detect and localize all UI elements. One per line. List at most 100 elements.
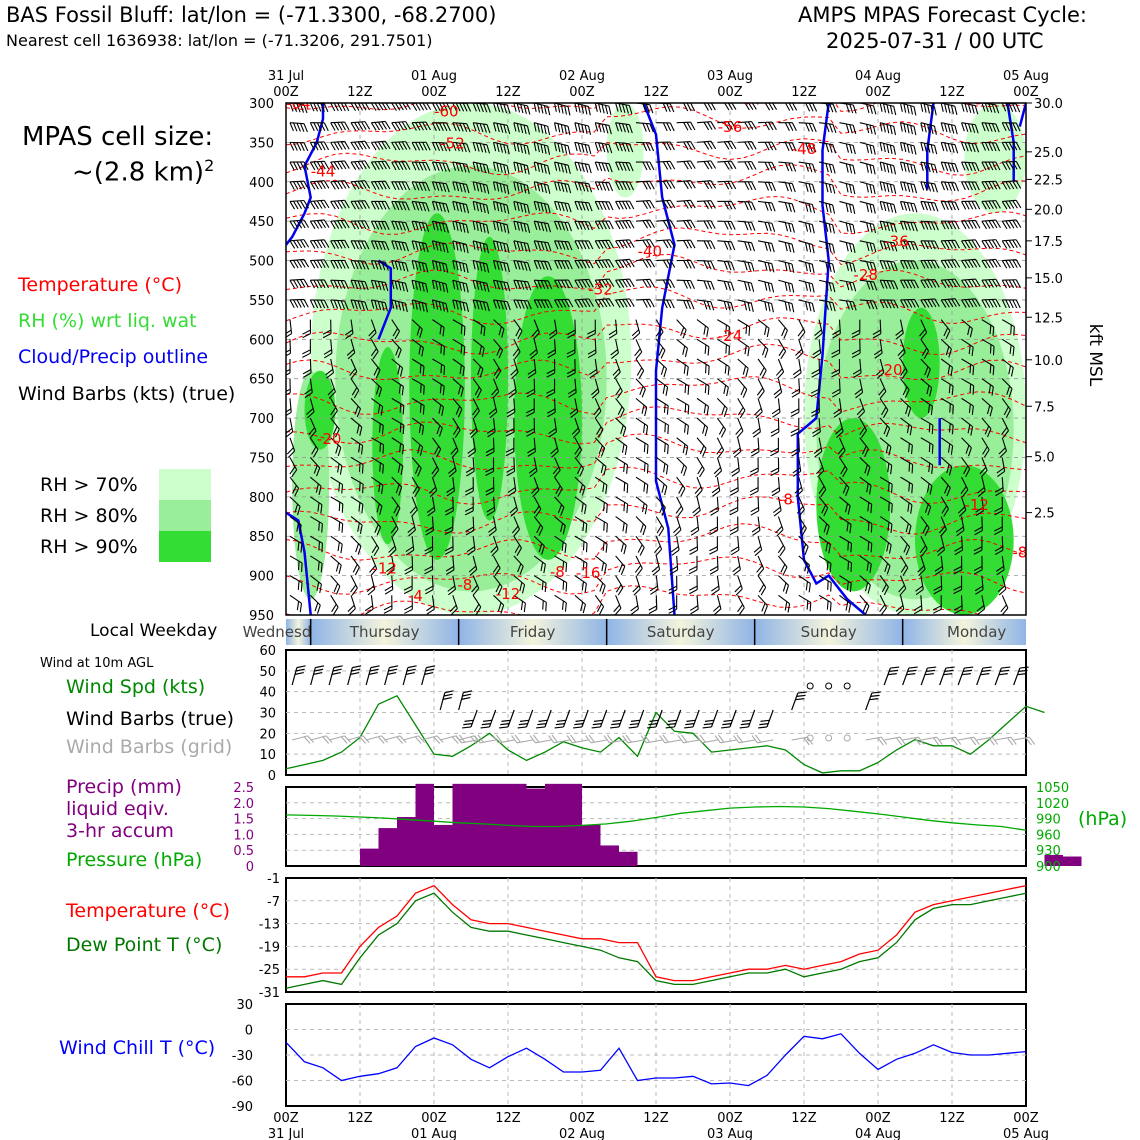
wind-barb-feather [311,446,317,455]
wind-barb-feather [662,299,668,309]
wind-barb [467,437,477,458]
wind-barb-feather [728,346,730,356]
wind-barb-feather [486,224,490,234]
wind-barb [574,476,586,496]
wind-barb [961,161,980,172]
wind-barb-feather [1006,385,1011,395]
wind-barb-feather [625,524,628,534]
wind-barb-feather [1001,260,1008,269]
wind-barb-feather [663,463,666,473]
wind-barb-feather [302,349,311,355]
wind-barb-feather [906,104,910,114]
wind-barb-staff [696,160,711,163]
wind-barb-feather [426,506,435,513]
wind-barb-feather [309,279,316,289]
wind-barb-feather [557,279,563,289]
wind-barb-staff [615,378,623,392]
wind-barb-feather [554,122,557,132]
wind-barb [981,258,1001,269]
wind-barb [350,398,362,418]
wind-barb-feather [581,503,584,513]
wind-barb-staff [676,378,689,387]
wind-barb [370,240,390,251]
wind-barb-staff [961,516,965,531]
wind-barb-feather [606,503,608,513]
wind-barb-feather [299,123,305,132]
wind-barb-feather [695,489,703,498]
wind-barb [309,219,330,230]
wind-barb-feather [812,352,821,359]
wind-barb-feather [750,506,759,513]
wind-barb-feather [567,222,573,232]
wind-barb-staff [655,358,667,370]
wind-barb-feather [560,163,565,173]
wind-barb-feather [320,141,326,151]
wind-barb-feather [845,281,850,291]
wind-barb-staff [574,161,589,166]
wind-barb-feather [455,221,459,231]
wind-barb-feather [566,349,576,355]
wind-barb-feather [933,145,938,155]
wind-barb [655,516,665,537]
wind-barb [350,160,371,170]
wind-barb-feather [479,262,483,272]
temperature-contour-label: -16 [576,564,601,582]
wind-barb-feather [472,181,476,191]
wind-barb-feather [562,525,566,535]
wind-barb-feather [886,183,890,193]
wind-barb-staff [370,535,380,549]
wind-barb-feather [465,487,474,493]
wind-barb [391,259,409,272]
wind-barb-feather [642,279,648,288]
wind-barb-feather [967,142,973,152]
wind-barb-staff [412,181,427,184]
wind-barb-feather [873,281,878,291]
wind-barb-staff [655,319,664,333]
wind-barb [839,200,856,214]
wind-barb-feather [594,410,602,419]
wind-barb-feather [434,446,440,455]
wind-barb [676,397,690,415]
wind-barb [310,535,324,553]
wind-barb-feather [979,466,987,475]
wind-barb [737,121,757,131]
wind-barb-feather [299,219,306,229]
wind-barb-feather [373,547,380,557]
wind-barb-staff [880,240,895,244]
wind-barb-feather [968,447,972,457]
wind-barb-feather [745,368,749,378]
wind-barb-feather [523,261,528,271]
wind-barb [371,378,383,398]
wind-barb [859,141,876,155]
wind-barb [574,496,587,515]
wind-barb-feather [438,222,443,232]
wind-barb-staff [533,516,544,528]
wind-barb-feather [459,182,463,192]
wind-barb-feather [337,122,343,131]
wind-barb-staff [676,496,684,510]
wind-barb-staff [472,536,476,551]
wind-barb-feather [967,123,972,133]
wind-barb [815,457,825,478]
wind-barb-feather [492,201,496,211]
wind-barb-feather [347,352,356,360]
wind-barb-staff [554,418,558,433]
wind-barb-feather [537,182,541,192]
wind-barb-feather [888,446,892,456]
wind-barb [594,181,614,192]
pressure-tick-label: 300 [249,97,274,112]
wind-barb-feather [455,182,460,192]
wind-barb-feather [625,181,631,191]
wind-barb [979,457,988,478]
wind-barb-staff [900,397,912,409]
wind-barb-feather [441,406,445,416]
wind-barb [1001,398,1011,418]
wind-barb-feather [821,504,827,514]
wind-barb-feather [414,488,420,497]
wind-barb-feather [581,143,585,153]
wind-barb-staff [777,496,782,511]
wind-barb [920,456,934,474]
wind-barb-feather [910,299,916,308]
wind-barb-feather [309,299,315,309]
wind-barb-feather [988,161,994,171]
